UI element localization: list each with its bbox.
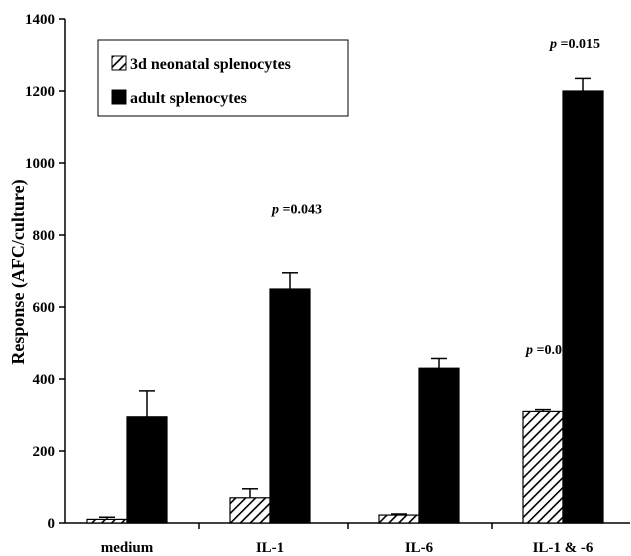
- adult-bar: [126, 416, 168, 524]
- p-value-annotation: p =0.001: [525, 343, 576, 358]
- legend-label: 3d neonatal splenocytes: [130, 56, 291, 73]
- y-tick-label: 200: [33, 444, 56, 460]
- y-tick-label: 1200: [25, 84, 55, 100]
- p-symbol: p: [549, 37, 557, 52]
- legend-swatch: [111, 89, 127, 105]
- neonatal-bar: [522, 410, 564, 524]
- category-label: IL-1 & -6: [533, 540, 594, 556]
- category-label: IL-6: [405, 540, 434, 556]
- y-tick-label: 1000: [25, 156, 55, 172]
- adult-bar: [269, 288, 311, 524]
- p-value: =0.015: [557, 37, 600, 52]
- legend-box: [97, 39, 349, 117]
- plot-area: 0 200 400 600 800 1000 1200 1400 medium IL-1 IL-6 I…: [25, 12, 630, 556]
- y-tick-label: 800: [33, 228, 56, 244]
- neonatal-bar: [229, 497, 271, 524]
- p-value: =0.043: [279, 202, 322, 217]
- legend-label: adult splenocytes: [130, 90, 247, 107]
- category-label: IL-1: [256, 540, 284, 556]
- y-tick-label: 600: [33, 300, 56, 316]
- category-label: medium: [101, 540, 154, 556]
- y-tick-label: 0: [48, 516, 56, 532]
- p-symbol: p: [271, 202, 279, 217]
- legend: 3d neonatal splenocytes adult splenocytes: [97, 39, 349, 117]
- adult-bar: [418, 367, 460, 524]
- y-tick-label: 400: [33, 372, 56, 388]
- p-value-annotation: p =0.015: [549, 37, 600, 52]
- p-value-annotation: p =0.043: [271, 202, 322, 217]
- neonatal-bar: [378, 514, 420, 524]
- p-value: =0.001: [533, 343, 576, 358]
- y-tick-label: 1400: [25, 12, 55, 28]
- neonatal-bar: [86, 518, 128, 524]
- y-axis-title: Response (AFC/culture): [8, 179, 29, 364]
- adult-bar: [562, 90, 604, 524]
- p-symbol: p: [525, 343, 533, 358]
- legend-swatch: [111, 55, 127, 71]
